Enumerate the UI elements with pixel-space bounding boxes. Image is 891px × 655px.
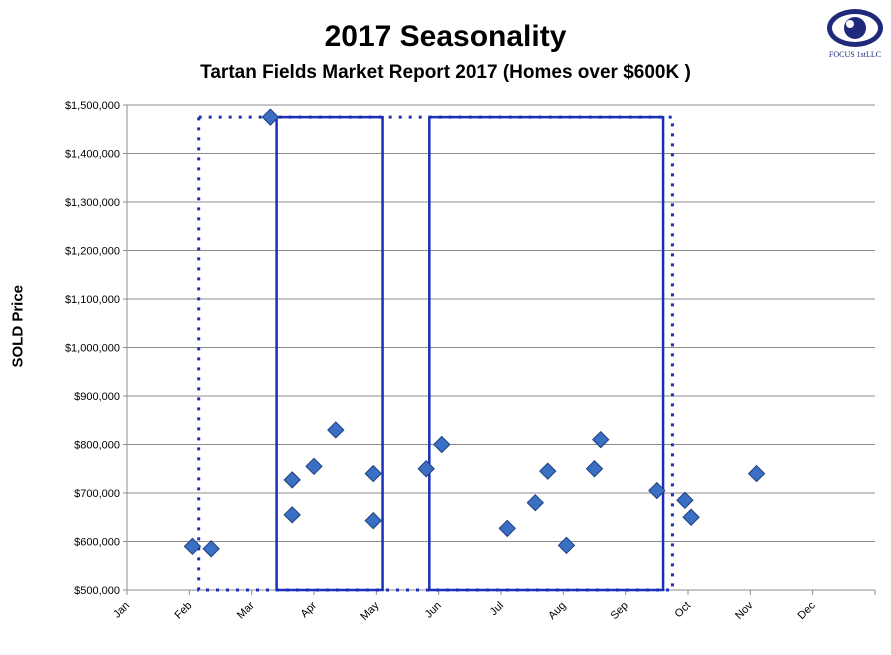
season-boxes xyxy=(197,115,674,592)
solid-season-box xyxy=(275,115,384,592)
data-point xyxy=(283,471,301,489)
y-tick-labels: $500,000 $600,000 $700,000 $800,000 $900,000… xyxy=(65,100,120,597)
data-point xyxy=(283,506,301,524)
x-tick-label: Apr xyxy=(299,599,320,620)
data-point xyxy=(417,460,435,478)
x-tick-label: Jan xyxy=(111,600,132,621)
x-tick-label: Nov xyxy=(733,599,756,622)
y-tick-label: $1,500,000 xyxy=(65,100,120,112)
data-point xyxy=(747,464,766,483)
data-point xyxy=(261,108,280,126)
data-point xyxy=(183,537,202,556)
x-tick-label: Mar xyxy=(235,599,257,621)
logo-text: FOCUS 1stLLC xyxy=(828,50,882,59)
data-point xyxy=(364,464,382,483)
data-point xyxy=(364,511,382,530)
y-tick-label: $600,000 xyxy=(74,537,120,549)
data-point xyxy=(202,540,220,558)
data-point xyxy=(648,481,666,500)
y-tick-label: $700,000 xyxy=(74,488,120,500)
data-points xyxy=(183,108,766,558)
data-point xyxy=(327,421,345,439)
data-point xyxy=(498,519,516,538)
focus-logo: FOCUS 1stLLC xyxy=(823,6,887,66)
gridlines xyxy=(123,104,876,595)
data-point xyxy=(592,430,610,449)
x-tick-label: Sep xyxy=(608,600,630,622)
y-tick-label: $1,300,000 xyxy=(65,197,120,209)
y-tick-label: $1,400,000 xyxy=(65,149,120,161)
y-tick-label: $1,100,000 xyxy=(65,294,120,306)
x-tick-label: Dec xyxy=(795,599,818,622)
data-point xyxy=(682,508,700,526)
x-tick-label: May xyxy=(358,599,382,623)
dotted-season-box xyxy=(197,115,674,592)
x-tick-label: Oct xyxy=(673,600,694,621)
data-point xyxy=(526,493,544,512)
y-tick-label: $1,000,000 xyxy=(65,343,120,355)
x-tick-label: Jun xyxy=(423,600,444,621)
data-point xyxy=(676,491,694,509)
x-tick-label: Jul xyxy=(488,600,506,618)
chart-subtitle: Tartan Fields Market Report 2017 (Homes … xyxy=(200,62,691,83)
eye-icon xyxy=(827,9,883,47)
y-tick-label: $500,000 xyxy=(74,585,120,597)
solid-season-box xyxy=(428,115,665,592)
y-tick-label: $1,200,000 xyxy=(65,246,120,258)
data-point xyxy=(305,457,323,476)
data-point xyxy=(557,536,576,555)
x-tick-label: Feb xyxy=(173,600,195,622)
chart-title: 2017 Seasonality xyxy=(324,20,567,53)
data-point xyxy=(585,460,604,478)
y-tick-label: $900,000 xyxy=(74,391,120,403)
y-tick-label: $800,000 xyxy=(74,440,120,452)
data-point xyxy=(433,435,451,454)
x-tick-label: Aug xyxy=(546,600,568,622)
x-tick-labels: Jan Feb Mar Apr May Jun Jul Aug Sep Oct Nov Dec xyxy=(111,599,818,623)
data-point xyxy=(539,462,557,480)
